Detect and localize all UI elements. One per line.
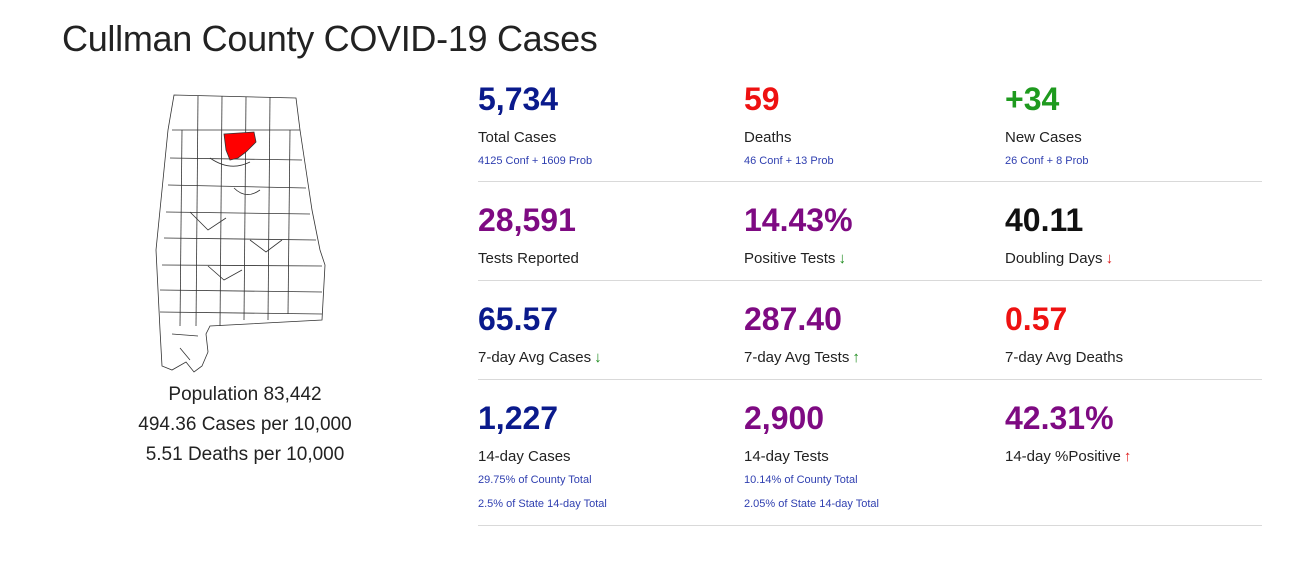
- d14-tests-state-pct: 2.05% of State 14-day Total: [744, 498, 879, 510]
- arrow-up-icon: ↑: [1123, 448, 1132, 465]
- new-cases-value: +34: [1005, 81, 1060, 117]
- stat-total-cases: 5,734 Total Cases 4125 Conf + 1609 Prob: [478, 82, 592, 168]
- alabama-map-svg: [155, 94, 326, 373]
- stat-14day-tests: 2,900 14-day Tests 10.14% of County Tota…: [744, 380, 879, 511]
- avg7-deaths-value: 0.57: [1005, 301, 1068, 337]
- doubling-days-label-wrap: Doubling Days ↓: [1005, 249, 1113, 269]
- doubling-days-label: Doubling Days: [1005, 250, 1103, 267]
- deaths-breakdown: 46 Conf + 13 Prob: [744, 155, 834, 167]
- d14-cases-value: 1,227: [478, 400, 559, 436]
- new-cases-breakdown: 26 Conf + 8 Prob: [1005, 155, 1089, 167]
- positive-tests-label: Positive Tests: [744, 250, 836, 267]
- county-info: Population 83,442 494.36 Cases per 10,00…: [130, 380, 360, 470]
- total-cases-label: Total Cases: [478, 129, 557, 146]
- cullman-county-highlight: [223, 131, 257, 161]
- new-cases-label: New Cases: [1005, 129, 1082, 146]
- d14-cases-label: 14-day Cases: [478, 448, 571, 465]
- stats-row: 1,227 14-day Cases 29.75% of County Tota…: [478, 380, 1262, 526]
- tests-reported-value: 28,591: [478, 202, 576, 238]
- avg7-cases-label: 7-day Avg Cases: [478, 349, 592, 366]
- d14-cases-county-pct: 29.75% of County Total: [478, 474, 592, 486]
- stats-row: 28,591 Tests Reported 14.43% Positive Te…: [478, 182, 1262, 281]
- tests-reported-label: Tests Reported: [478, 250, 579, 267]
- positive-tests-value: 14.43%: [744, 202, 853, 238]
- stats-row: 65.57 7-day Avg Cases ↓ 287.40 7-day Avg …: [478, 281, 1262, 380]
- stat-deaths: 59 Deaths 46 Conf + 13 Prob: [744, 82, 834, 168]
- total-cases-breakdown: 4125 Conf + 1609 Prob: [478, 155, 593, 167]
- stats-row: 5,734 Total Cases 4125 Conf + 1609 Prob …: [478, 82, 1262, 182]
- avg7-cases-value: 65.57: [478, 301, 559, 337]
- stat-doubling-days: 40.11 Doubling Days ↓: [1005, 182, 1113, 269]
- deaths-per-10k-text: 5.51 Deaths per 10,000: [145, 444, 345, 465]
- arrow-down-icon: ↓: [1105, 250, 1114, 267]
- d14-positive-label-wrap: 14-day %Positive ↑: [1005, 447, 1131, 467]
- stats-grid: 5,734 Total Cases 4125 Conf + 1609 Prob …: [478, 82, 1262, 526]
- avg7-deaths-label: 7-day Avg Deaths: [1005, 349, 1124, 366]
- total-cases-value: 5,734: [478, 81, 559, 117]
- stat-7day-avg-tests: 287.40 7-day Avg Tests ↑: [744, 281, 860, 368]
- avg7-tests-label: 7-day Avg Tests: [744, 349, 850, 366]
- avg7-cases-label-wrap: 7-day Avg Cases ↓: [478, 348, 602, 368]
- stat-tests-reported: 28,591 Tests Reported: [478, 182, 579, 269]
- stat-7day-avg-cases: 65.57 7-day Avg Cases ↓: [478, 281, 602, 368]
- stat-7day-avg-deaths: 0.57 7-day Avg Deaths: [1005, 281, 1123, 368]
- page-title: Cullman County COVID-19 Cases: [62, 18, 598, 59]
- cases-per-10k-text: 494.36 Cases per 10,000: [138, 414, 352, 435]
- d14-cases-state-pct: 2.5% of State 14-day Total: [478, 498, 607, 510]
- stat-new-cases: +34 New Cases 26 Conf + 8 Prob: [1005, 82, 1088, 168]
- stat-positive-tests: 14.43% Positive Tests ↓: [744, 182, 853, 269]
- avg7-tests-value: 287.40: [744, 301, 842, 337]
- stat-14day-cases: 1,227 14-day Cases 29.75% of County Tota…: [478, 380, 607, 511]
- positive-tests-label-wrap: Positive Tests ↓: [744, 249, 853, 269]
- arrow-down-icon: ↓: [838, 250, 846, 267]
- d14-tests-label: 14-day Tests: [744, 448, 829, 465]
- d14-tests-county-pct: 10.14% of County Total: [744, 474, 858, 486]
- stat-14day-positive: 42.31% 14-day %Positive ↑: [1005, 380, 1131, 467]
- arrow-up-icon: ↑: [852, 349, 860, 366]
- population-text: Population 83,442: [168, 384, 322, 405]
- deaths-value: 59: [744, 81, 780, 117]
- deaths-label: Deaths: [744, 129, 792, 146]
- avg7-tests-label-wrap: 7-day Avg Tests ↑: [744, 348, 860, 368]
- d14-positive-value: 42.31%: [1005, 400, 1114, 436]
- alabama-county-map: [150, 90, 340, 375]
- d14-tests-value: 2,900: [744, 400, 825, 436]
- d14-positive-label: 14-day %Positive: [1005, 448, 1121, 465]
- doubling-days-value: 40.11: [1005, 202, 1084, 238]
- arrow-down-icon: ↓: [594, 349, 602, 366]
